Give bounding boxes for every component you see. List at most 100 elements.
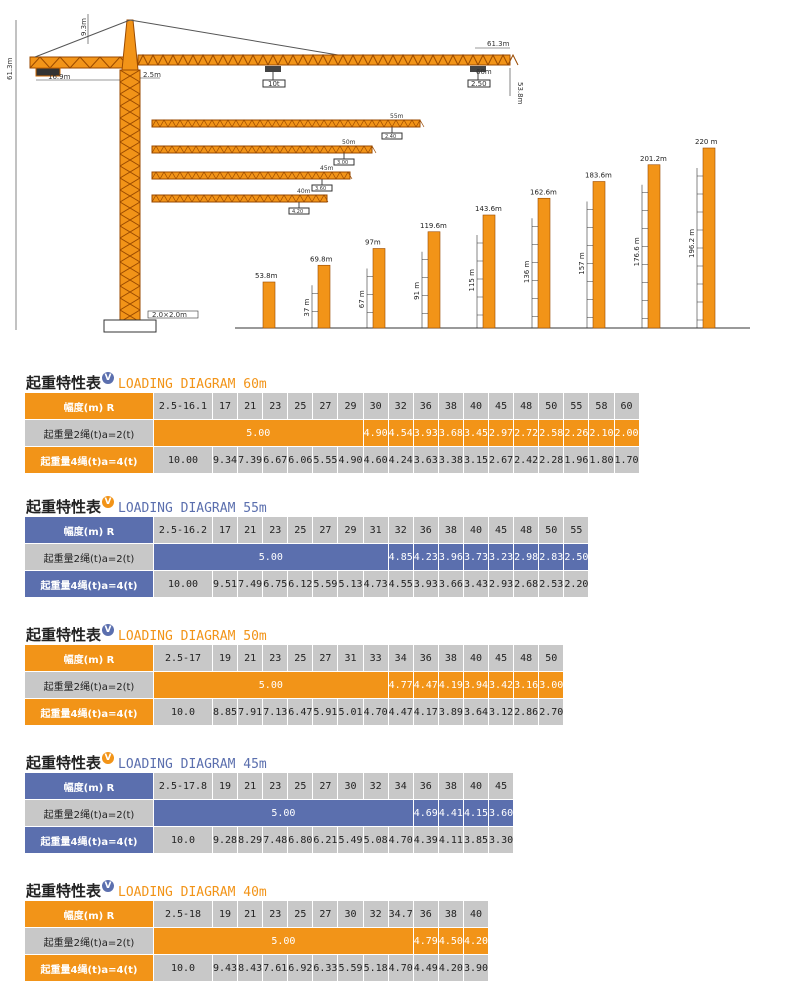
four-fall-cell: 5.59 xyxy=(338,955,363,981)
two-fall-cell: 3.16 xyxy=(514,672,539,698)
jib-variant-length: 50m xyxy=(342,139,356,146)
radius-cell: 27 xyxy=(313,517,338,543)
four-fall-cell: 2.68 xyxy=(514,571,539,597)
two-fall-cell: 2.50 xyxy=(564,544,589,570)
jib-variant: 40m 4.20 xyxy=(151,188,329,215)
radius-cell: 36 xyxy=(413,517,438,543)
four-fall-cell: 4.39 xyxy=(413,827,438,853)
radius-cell: 50 xyxy=(539,393,564,419)
radius-cell: 36 xyxy=(413,393,438,419)
tower-height-label: 119.6m xyxy=(420,222,447,230)
two-fall-cell: 3.94 xyxy=(463,672,489,698)
four-fall-cell: 4.24 xyxy=(388,447,413,473)
radius-label: 幅度(m) R xyxy=(25,517,153,543)
radius-cell: 40 xyxy=(463,901,489,927)
four-fall-cell: 4.70 xyxy=(388,955,413,981)
two-fall-cell: 4.90 xyxy=(363,420,388,446)
tower-column: 162.6m 136 m xyxy=(523,188,557,329)
radius-cell: 19 xyxy=(213,645,238,671)
four-fall-cell: 4.60 xyxy=(363,447,388,473)
tower-bar xyxy=(317,264,331,329)
radius-cell: 32 xyxy=(388,517,413,543)
radius-cell: 27 xyxy=(313,645,338,671)
four-fall-cell: 3.38 xyxy=(438,447,463,473)
radius-cell: 21 xyxy=(238,393,263,419)
two-fall-cell: 4.20 xyxy=(463,928,489,954)
radius-cell: 25 xyxy=(288,517,313,543)
four-fall-label: 起重量4绳(t)a=4(t) xyxy=(25,571,153,597)
radius-cell: 36 xyxy=(413,901,438,927)
jib-length-label: 61.3m xyxy=(487,40,510,48)
tower-height-label: 183.6m xyxy=(585,172,612,180)
tower-column: 143.6m 115 m xyxy=(468,205,502,329)
two-fall-cell: 2.00 xyxy=(614,420,639,446)
two-fall-merged-cell: 5.00 xyxy=(154,800,413,826)
radius-cell: 19 xyxy=(213,901,238,927)
radius-row: 幅度(m) R 2.5-17 19 21 23 25 27 31 33 34 36 38 40 45 48 5… xyxy=(25,645,564,671)
four-fall-cell: 10.0 xyxy=(154,699,212,725)
four-fall-cell: 8.43 xyxy=(238,955,263,981)
radius-cell: 25 xyxy=(288,773,313,799)
four-fall-cell: 7.48 xyxy=(263,827,288,853)
four-fall-cell: 8.29 xyxy=(238,827,263,853)
tower-bar xyxy=(592,181,606,329)
four-fall-cell: 6.92 xyxy=(288,955,313,981)
title-cn: 起重特性表 xyxy=(26,882,102,900)
two-fall-label: 起重量2绳(t)a=2(t) xyxy=(25,420,153,446)
two-fall-cell: 3.93 xyxy=(413,420,438,446)
radius-cell: 27 xyxy=(313,901,338,927)
four-fall-cell: 2.93 xyxy=(489,571,514,597)
radius-cell: 38 xyxy=(438,901,463,927)
tower-bar xyxy=(702,147,716,329)
jib-variant-lattice xyxy=(151,145,377,154)
two-fall-row: 起重量2绳(t)a=2(t) 5.00 4.69 4.41 4.15 3.60 xyxy=(25,800,514,826)
jib-variant-lattice xyxy=(151,119,425,128)
two-fall-cell: 2.10 xyxy=(589,420,614,446)
tower-bar xyxy=(482,214,496,329)
tower-free-height-label: 196.2 m xyxy=(688,229,696,258)
four-fall-cell: 5.55 xyxy=(313,447,338,473)
four-fall-cell: 3.12 xyxy=(489,699,514,725)
tower-bar xyxy=(262,281,276,329)
trolley-left-label: 10t xyxy=(268,80,280,88)
jib-variant-bar xyxy=(151,194,328,203)
four-fall-cell: 5.18 xyxy=(363,955,388,981)
radius-cell: 21 xyxy=(238,645,263,671)
tower-bar xyxy=(647,164,661,329)
four-fall-label: 起重量4绳(t)a=4(t) xyxy=(25,447,153,473)
title-cn: 起重特性表 xyxy=(26,498,102,516)
two-fall-cell: 4.50 xyxy=(438,928,463,954)
jib-variant-length: 40m xyxy=(297,188,311,195)
tower-column: 97m 67 m xyxy=(358,239,386,329)
four-fall-cell: 4.70 xyxy=(363,699,388,725)
radius-cell: 23 xyxy=(263,517,288,543)
radius-cell: 36 xyxy=(413,773,438,799)
section-title: 起重特性表 V LOADING DIAGRAM 60m xyxy=(26,372,267,393)
four-fall-cell: 4.90 xyxy=(338,447,363,473)
four-fall-cell: 5.08 xyxy=(363,827,388,853)
radius-cell: 50 xyxy=(539,645,564,671)
loading-table: 幅度(m) R 2.5-16.1 17 21 23 25 27 29 30 32 36 38 40 45 4… xyxy=(24,392,640,474)
four-fall-cell: 6.67 xyxy=(263,447,288,473)
jib-variant: 50m 3.00 xyxy=(151,139,377,166)
four-fall-cell: 4.70 xyxy=(388,827,413,853)
radius-cell: 25 xyxy=(288,393,313,419)
radius-cell: 17 xyxy=(213,393,238,419)
radius-cell: 2.5-17 xyxy=(154,645,212,671)
section-title: 起重特性表 V LOADING DIAGRAM 55m xyxy=(26,496,267,517)
radius-cell: 36 xyxy=(413,645,438,671)
radius-cell: 29 xyxy=(338,517,363,543)
two-fall-row: 起重量2绳(t)a=2(t) 5.00 4.90 4.54 3.93 3.68 3.45 2.… xyxy=(25,420,639,446)
four-fall-cell: 7.61 xyxy=(263,955,288,981)
two-fall-cell: 3.42 xyxy=(489,672,514,698)
four-fall-cell: 4.11 xyxy=(438,827,463,853)
tower-free-height-label: 91 m xyxy=(413,282,421,300)
jib-variant-length: 55m xyxy=(390,113,404,120)
radius-cell: 34 xyxy=(388,773,413,799)
title-en: LOADING DIAGRAM 40m xyxy=(118,885,267,900)
tower-column: 201.2m 176.6 m xyxy=(633,155,667,329)
two-fall-cell: 2.97 xyxy=(489,420,514,446)
counter-jib-label: 16.9m xyxy=(48,73,71,81)
radius-cell: 2.5-18 xyxy=(154,901,212,927)
radius-row: 幅度(m) R 2.5-18 19 21 23 25 27 30 32 34.7 36 38 40 xyxy=(25,901,489,927)
